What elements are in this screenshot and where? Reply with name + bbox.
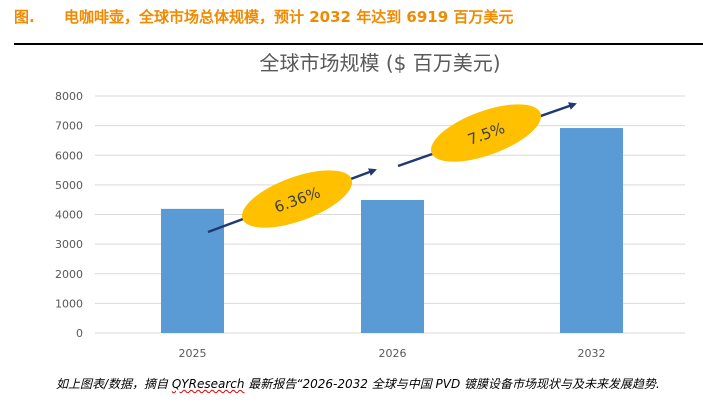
y-tick-label: 3000 [55,238,83,251]
x-tick-label: 2032 [578,347,606,360]
figure-label: 图. [14,8,35,26]
growth-rate-badge [430,104,542,162]
caption-post: 最新报告“2026-2032 全球与中国 PVD 镀膜设备市场现状与及未来发展趋… [244,377,660,391]
y-tick-label: 4000 [55,209,83,222]
y-tick-label: 7000 [55,120,83,133]
chart-title: 全球市场规模 ($ 百万美元) [259,51,500,75]
figure-title: 图. 电咖啡壶，全球市场总体规模，预计 2032 年达到 6919 百万美元 [14,6,513,27]
bar-2032 [560,128,623,333]
bar-2026 [361,199,424,333]
bar-2025 [161,208,224,333]
caption-source: QYResearch [171,377,245,391]
y-tick-label: 6000 [55,149,83,162]
figure-title-text: 电咖啡壶，全球市场总体规模，预计 2032 年达到 6919 百万美元 [64,8,514,26]
y-tick-label: 0 [76,327,83,340]
source-caption: 如上图表/数据，摘自 QYResearch 最新报告“2026-2032 全球与… [56,375,660,392]
x-tick-label: 2026 [379,347,407,360]
caption-pre: 如上图表/数据，摘自 [56,377,172,391]
y-tick-label: 8000 [55,90,83,103]
y-tick-label: 5000 [55,179,83,192]
growth-rate-badge [241,170,353,228]
title-divider [14,43,703,45]
x-tick-label: 2025 [179,347,207,360]
y-tick-label: 1000 [55,297,83,310]
y-tick-label: 2000 [55,268,83,281]
